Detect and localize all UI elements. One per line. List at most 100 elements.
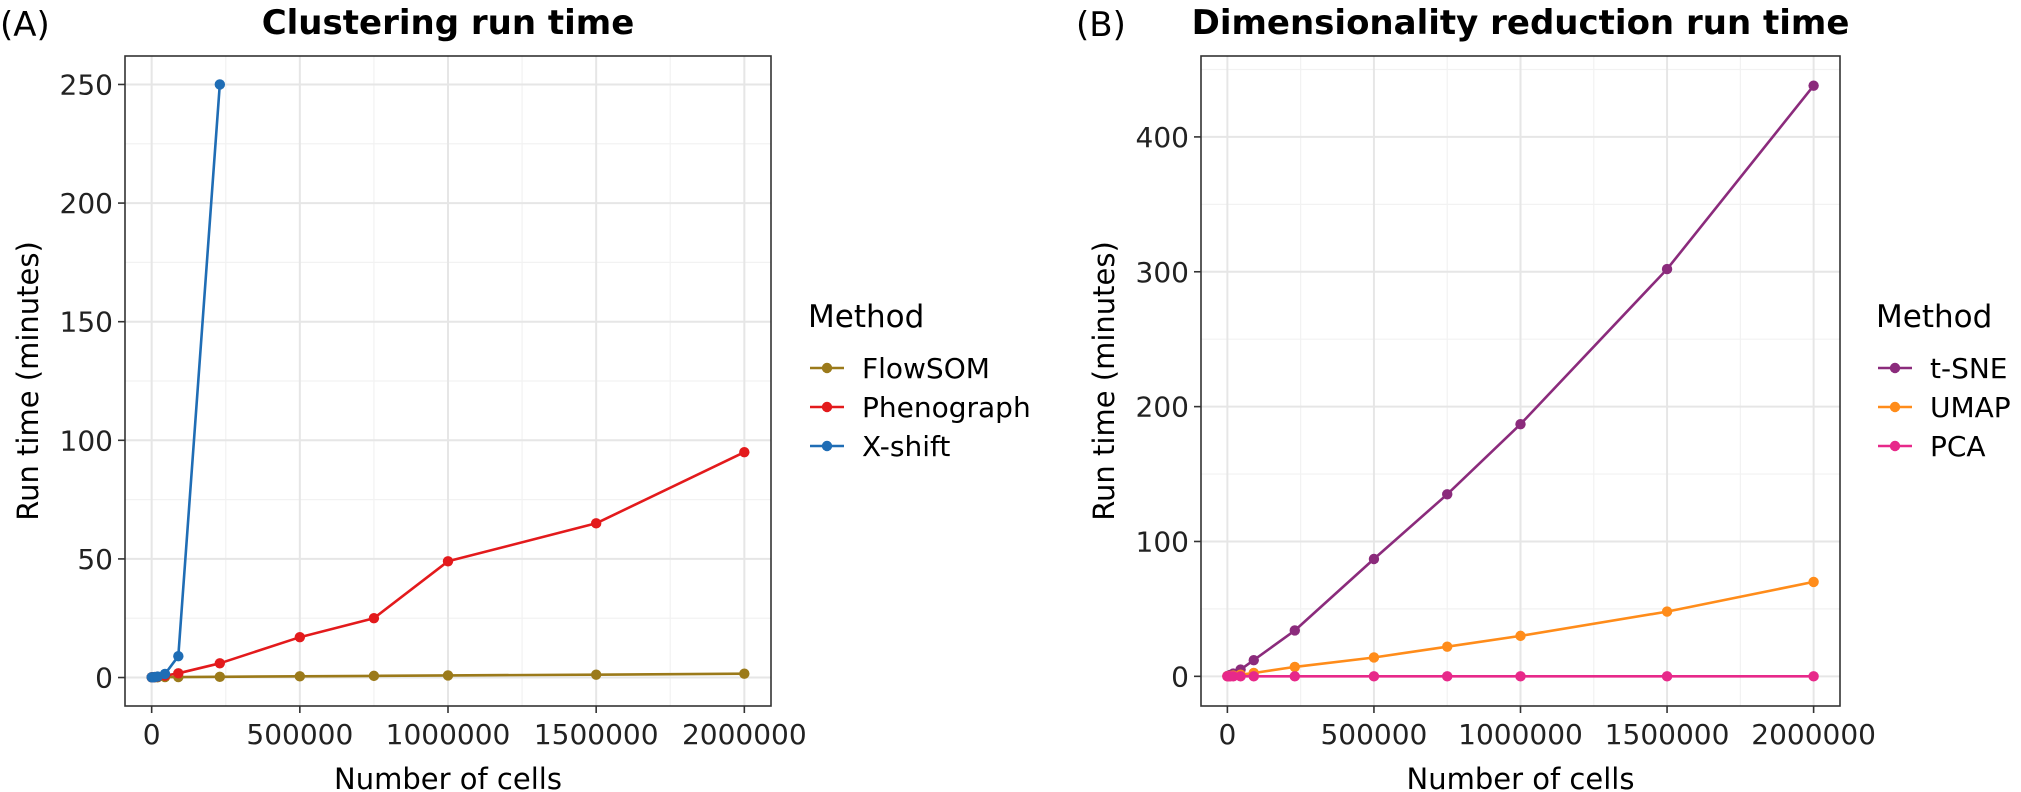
data-point [1442,641,1453,652]
data-point [590,518,602,529]
data-point [739,446,750,458]
data-point [442,556,454,567]
legend-marker [1889,440,1901,452]
panel-label: (A) [0,5,50,45]
data-point [1289,671,1300,682]
data-point [1808,80,1819,91]
x-axis: 0 500000 1000000 1500000 2000000 [143,706,807,751]
y-tick-label: 100 [60,424,113,457]
data-point [1515,671,1526,682]
legend-title: Method [808,299,924,335]
data-point [1368,553,1380,565]
x-tick-label: 500000 [1320,718,1427,751]
data-point [1515,630,1526,642]
legend-marker [821,440,833,452]
data-point [1515,418,1526,430]
legend: Method FlowSOM Phenograph X-shift [808,299,1031,463]
legend-label: t-SNE [1930,352,2008,385]
data-point [214,658,226,669]
y-axis-title: Run time (minutes) [1087,241,1121,521]
x-tick-label: 2000000 [1751,718,1876,751]
data-point [294,671,306,682]
data-point [1368,671,1380,682]
y-tick-label: 400 [1136,121,1189,154]
chart-title: Clustering run time [262,3,635,43]
y-tick-label: 100 [1136,525,1189,558]
data-point [1661,606,1673,617]
y-tick-label: 0 [1171,660,1189,693]
data-point [1235,671,1246,682]
data-point [159,668,171,680]
series-layer [1222,80,1819,682]
data-point [739,668,750,679]
y-axis: 0 50 100 150 200 250 [60,68,125,695]
x-axis-title: Number of cells [1407,762,1635,792]
legend-key [810,401,844,413]
x-axis-title: Number of cells [334,762,562,792]
y-tick-label: 200 [1136,391,1189,424]
data-point [214,79,226,90]
data-point [442,670,454,681]
x-tick-label: 1500000 [534,718,659,751]
data-point [1661,263,1673,275]
x-tick-label: 1000000 [1458,718,1583,751]
panel-b: 0 500000 1000000 1500000 2000000 0 100 200 300 40… [1076,3,2011,792]
y-axis-title: Run time (minutes) [11,241,45,521]
data-point [1248,671,1259,682]
data-point [173,650,184,662]
panel-label: (B) [1076,5,1126,45]
y-axis: 0 100 200 300 400 [1136,121,1201,693]
legend-label: X-shift [862,430,950,463]
x-tick-label: 0 [1218,718,1236,751]
data-point [368,613,380,624]
y-tick-label: 150 [60,306,113,339]
y-tick-label: 200 [60,187,113,220]
legend-key [1878,362,1912,374]
legend-marker [1889,401,1901,413]
legend: Method t-SNE UMAP PCA [1876,299,2011,463]
panel-a: 0 500000 1000000 1500000 2000000 0 50 100 150 200… [0,3,1031,792]
series-x-shift [146,79,226,683]
series-layer [146,79,750,683]
data-point [1289,661,1300,673]
data-point [1368,652,1380,663]
y-tick-label: 50 [77,543,113,576]
y-tick-label: 0 [95,662,113,695]
legend-label: PCA [1930,430,1986,463]
legend-key [810,440,844,452]
data-point [1289,625,1300,636]
legend-marker [821,362,833,374]
data-point [294,632,306,643]
x-axis: 0 500000 1000000 1500000 2000000 [1218,706,1876,751]
legend-label: UMAP [1930,391,2011,424]
chart-title: Dimensionality reduction run time [1192,3,1850,43]
data-point [1661,671,1673,682]
x-tick-label: 500000 [246,718,353,751]
legend-marker [821,401,833,413]
data-point [1228,671,1239,682]
series-pca [1222,671,1819,682]
data-point [1808,576,1819,588]
data-point [368,670,380,682]
legend-key [1878,440,1912,452]
legend-label: FlowSOM [862,352,990,385]
x-tick-label: 0 [143,718,161,751]
legend-key [810,362,844,374]
data-point [590,669,602,680]
data-point [1808,671,1819,682]
legend-title: Method [1876,299,1992,335]
data-point [1248,654,1259,666]
data-point [1442,671,1453,682]
x-tick-label: 2000000 [682,718,807,751]
y-tick-label: 250 [60,68,113,101]
legend-label: Phenograph [862,391,1031,424]
data-point [214,671,226,683]
data-point [173,668,184,679]
x-tick-label: 1000000 [386,718,511,751]
legend-key [1878,401,1912,413]
x-tick-label: 1500000 [1605,718,1730,751]
legend-marker [1889,362,1901,374]
y-tick-label: 300 [1136,256,1189,289]
data-point [1442,489,1453,500]
